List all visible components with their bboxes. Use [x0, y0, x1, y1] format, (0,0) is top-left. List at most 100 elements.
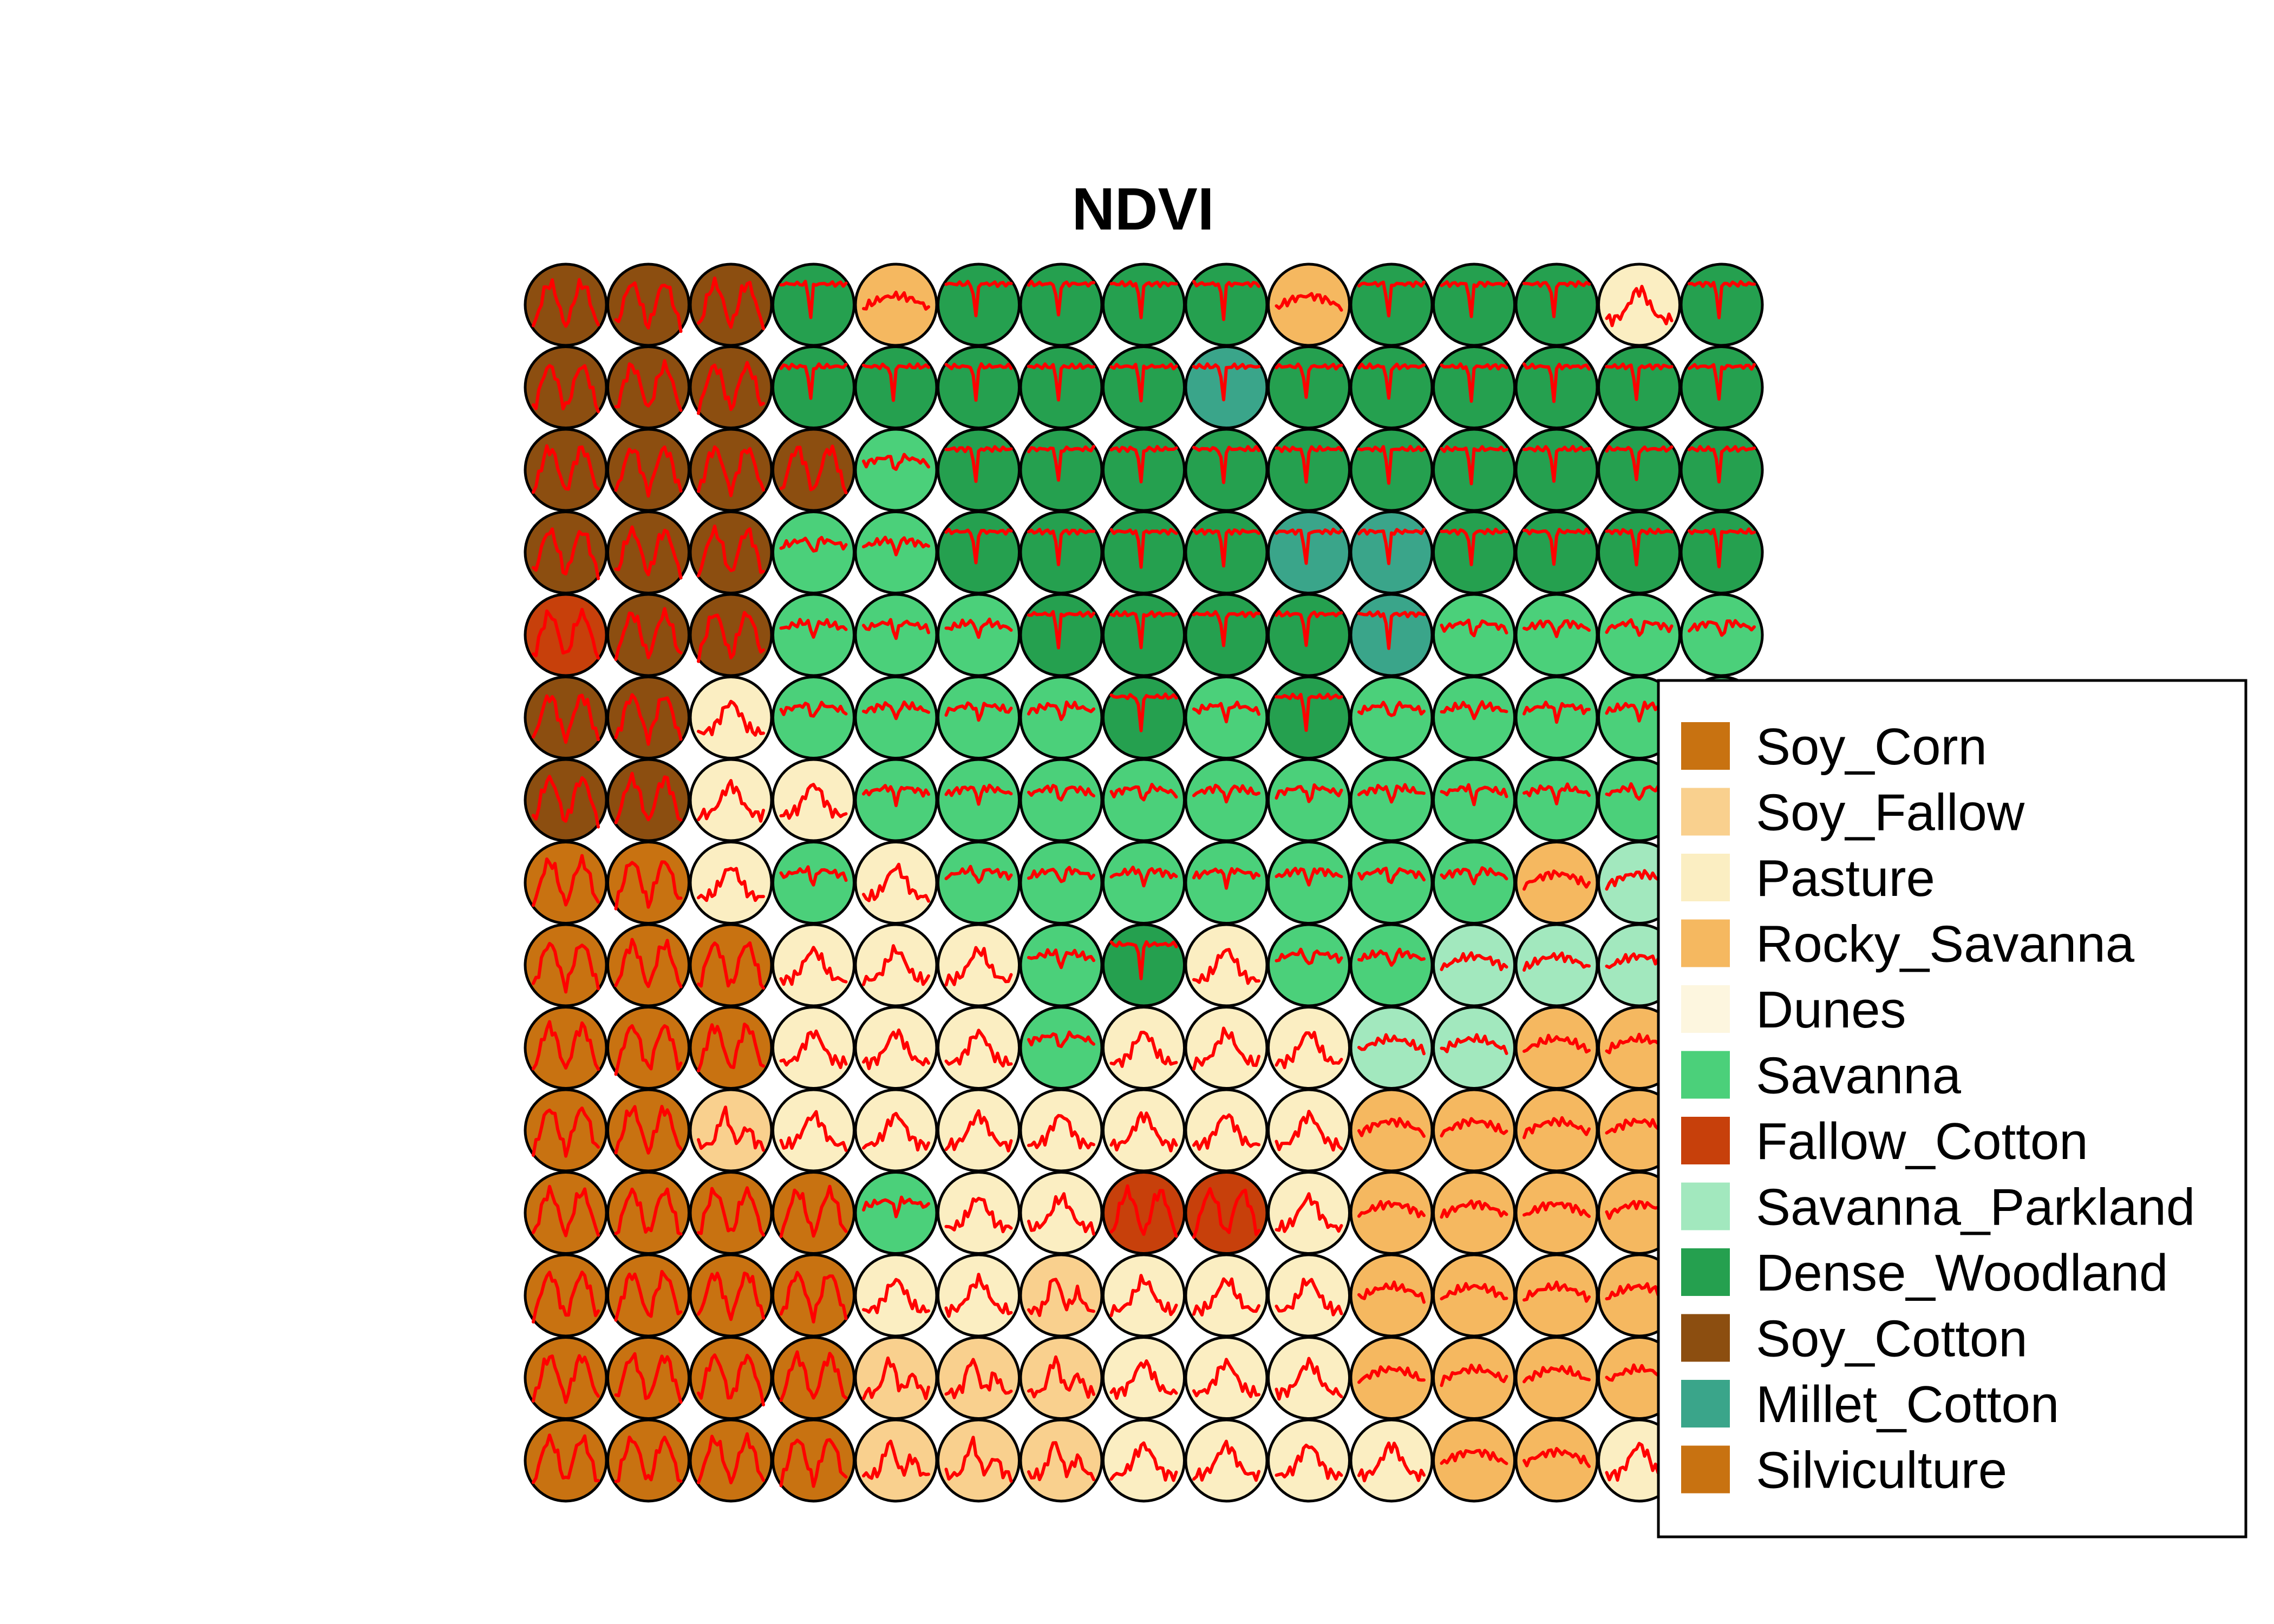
- som-cell-circle: [1102, 1171, 1186, 1255]
- codebook-vector-line: [1027, 610, 1095, 650]
- som-cell-circle: [937, 1088, 1021, 1173]
- som-cell: [1184, 345, 1269, 429]
- codebook-vector-line: [1275, 1278, 1343, 1317]
- codebook-vector-line: [532, 1106, 600, 1158]
- som-cell: [689, 263, 773, 347]
- legend-label: Fallow_Cotton: [1756, 1112, 2088, 1170]
- codebook-vector-line: [1109, 1441, 1178, 1482]
- som-cell: [1184, 1336, 1269, 1420]
- som-cell: [1514, 428, 1599, 512]
- som-cell: [1102, 510, 1186, 594]
- legend-label: Rocky_Savanna: [1756, 915, 2135, 973]
- som-cell: [1514, 923, 1599, 1007]
- som-cell: [606, 758, 690, 842]
- som-cell: [1514, 1088, 1599, 1173]
- codebook-vector-line: [532, 607, 600, 660]
- som-cell-circle: [772, 1336, 855, 1420]
- som-cell: [772, 1006, 855, 1090]
- som-cell-circle: [1267, 593, 1351, 677]
- som-cell: [524, 1171, 608, 1255]
- legend-label: Soy_Cotton: [1756, 1310, 2028, 1368]
- som-cell-circle: [854, 1088, 938, 1173]
- codebook-vector-line: [944, 362, 1013, 402]
- codebook-vector-line: [532, 941, 600, 994]
- codebook-vector-line: [944, 865, 1013, 884]
- som-cell: [937, 1171, 1021, 1255]
- codebook-vector-line: [614, 1269, 683, 1322]
- som-cell: [1267, 1418, 1351, 1503]
- som-cell: [1019, 841, 1103, 925]
- som-cell-circle: [1184, 1253, 1269, 1338]
- som-cell: [1432, 758, 1516, 842]
- som-cell-circle: [1102, 1336, 1186, 1420]
- codebook-vector-line: [862, 1356, 930, 1400]
- som-cell-circle: [524, 263, 608, 347]
- som-cell: [524, 676, 608, 759]
- som-cell: [689, 1088, 773, 1173]
- codebook-vector-line: [862, 290, 930, 311]
- som-cell: [1267, 428, 1351, 512]
- som-cell-circle: [1019, 263, 1103, 347]
- som-cell-circle: [937, 923, 1021, 1007]
- som-cell-circle: [1184, 1088, 1269, 1173]
- som-cell-circle: [1267, 345, 1351, 429]
- codebook-vector-line: [862, 1278, 930, 1314]
- codebook-vector-line: [862, 1195, 930, 1219]
- codebook-vector-line: [1109, 280, 1178, 319]
- som-cell: [606, 1171, 690, 1255]
- som-cell-circle: [606, 1006, 690, 1090]
- som-cell-circle: [524, 758, 608, 842]
- som-cell-circle: [1102, 428, 1186, 512]
- som-cell: [1432, 1418, 1516, 1503]
- som-cell-circle: [772, 1171, 855, 1255]
- codebook-vector-line: [1027, 527, 1095, 566]
- som-cell: [1102, 1253, 1186, 1338]
- som-cell: [1267, 345, 1351, 429]
- som-cell-circle: [1349, 676, 1434, 759]
- som-cell-circle: [937, 1253, 1021, 1338]
- codebook-vector-line: [1192, 1026, 1260, 1071]
- codebook-vector-line: [697, 779, 765, 823]
- codebook-vector-line: [1192, 867, 1260, 890]
- codebook-vector-line: [1109, 1359, 1178, 1400]
- som-cell-circle: [1597, 263, 1681, 347]
- som-cell: [1680, 510, 1764, 594]
- codebook-vector-line: [614, 525, 683, 580]
- codebook-vector-line: [1440, 1449, 1508, 1465]
- som-cell: [1184, 758, 1269, 842]
- codebook-vector-line: [1522, 869, 1591, 891]
- som-cell-circle: [937, 263, 1021, 347]
- codebook-vector-line: [1027, 1114, 1095, 1150]
- som-cell: [1597, 428, 1681, 512]
- som-cell: [1267, 1006, 1351, 1090]
- codebook-vector-line: [779, 783, 848, 820]
- som-cell-circle: [524, 1253, 608, 1338]
- codebook-vector-line: [614, 1435, 683, 1483]
- som-cell: [1349, 593, 1434, 677]
- som-cell-circle: [1019, 1171, 1103, 1255]
- codebook-vector-line: [779, 1184, 848, 1238]
- codebook-vector-line: [1522, 1280, 1591, 1303]
- som-cell: [606, 676, 690, 759]
- codebook-vector-line: [1357, 1280, 1426, 1304]
- codebook-vector-line: [614, 693, 683, 746]
- som-cell-circle: [1680, 428, 1764, 512]
- codebook-vector-line: [1027, 784, 1095, 802]
- codebook-vector-line: [1109, 1274, 1178, 1318]
- som-cell: [689, 841, 773, 925]
- codebook-vector-line: [1109, 610, 1178, 650]
- som-cell: [1432, 1006, 1516, 1090]
- codebook-vector-line: [1357, 527, 1426, 565]
- codebook-vector-line: [862, 618, 930, 640]
- som-cell: [937, 1336, 1021, 1420]
- codebook-vector-line: [1275, 783, 1343, 803]
- codebook-vector-line: [532, 278, 600, 328]
- som-cell: [937, 841, 1021, 925]
- som-cell-circle: [606, 841, 690, 925]
- codebook-vector-line: [532, 444, 600, 494]
- codebook-vector-line: [1275, 362, 1343, 399]
- som-cell-circle: [606, 263, 690, 347]
- codebook-vector-line: [779, 1029, 848, 1069]
- codebook-vector-line: [614, 1352, 683, 1404]
- som-cell: [1102, 1088, 1186, 1173]
